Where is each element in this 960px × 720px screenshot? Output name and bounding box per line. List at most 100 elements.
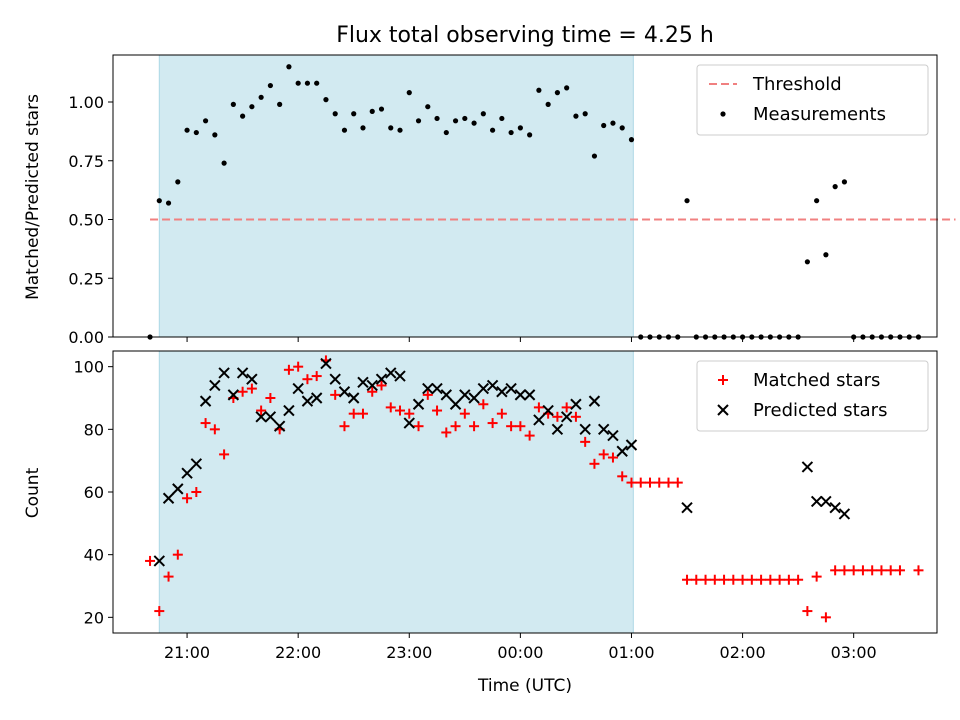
data-point-x — [227, 389, 240, 401]
data-point-x — [523, 389, 536, 401]
data-point-x — [440, 389, 453, 401]
y-tick-label: 0.00 — [68, 328, 104, 347]
legend-swatch — [718, 375, 728, 385]
data-point-measurement — [314, 80, 320, 86]
y-tick-label: 20 — [84, 608, 104, 627]
data-point-plus — [432, 405, 443, 416]
data-point-plus — [265, 393, 276, 403]
data-point-plus — [302, 374, 313, 385]
data-point-plus — [533, 402, 544, 413]
data-point-x — [357, 376, 369, 389]
data-point-x — [505, 382, 517, 395]
data-point-x — [514, 389, 527, 401]
data-point-plus — [691, 574, 702, 585]
data-point-x — [292, 382, 304, 395]
data-point-x — [477, 382, 490, 395]
data-point-measurement — [628, 137, 635, 143]
data-point-plus — [885, 565, 896, 576]
data-point-measurement — [499, 115, 505, 122]
legend-label: Matched stars — [753, 370, 880, 391]
legend: Threshold Measurements — [696, 64, 929, 136]
data-point-plus — [617, 471, 628, 482]
data-point-plus — [793, 574, 804, 585]
legend-swatch — [720, 111, 726, 117]
data-point-measurement — [406, 90, 412, 96]
data-point-plus — [515, 421, 526, 432]
data-point-x — [431, 382, 443, 395]
data-point-measurement — [184, 127, 190, 133]
data-point-plus — [246, 383, 257, 394]
x-tick-label: 00:00 — [497, 643, 543, 662]
data-point-measurement — [323, 97, 329, 103]
data-point-measurement — [286, 64, 292, 70]
legend-label: Predicted stars — [753, 400, 887, 421]
data-point-plus — [256, 405, 267, 416]
data-point-measurement — [360, 125, 366, 131]
data-point-plus — [654, 477, 665, 488]
data-point-measurement — [489, 127, 496, 133]
data-point-measurement — [462, 115, 468, 122]
data-point-plus — [385, 402, 396, 413]
data-point-x — [162, 492, 175, 504]
y-tick-label: 80 — [84, 420, 104, 439]
data-point-measurement — [295, 80, 301, 86]
data-point-plus — [293, 361, 304, 372]
x-tick-label: 02:00 — [720, 643, 766, 662]
data-point-measurement — [452, 118, 459, 124]
x-tick-label: 22:00 — [275, 643, 321, 662]
data-point-plus — [330, 389, 341, 400]
data-point-plus — [728, 574, 739, 585]
legend-label: Measurements — [753, 104, 886, 125]
data-point-x — [236, 367, 249, 379]
data-point-plus — [367, 386, 378, 397]
data-point-plus — [182, 493, 193, 504]
data-point-measurement — [804, 259, 810, 265]
data-point-measurement — [277, 101, 283, 107]
data-point-x — [570, 398, 582, 410]
data-point-x — [209, 379, 221, 392]
data-point-x — [486, 379, 499, 392]
data-point-x — [449, 398, 462, 410]
bottom-y-axis-label: Count — [23, 467, 43, 518]
data-point-measurement — [175, 179, 181, 185]
data-point-measurement — [832, 184, 838, 190]
data-point-measurement — [582, 111, 588, 117]
data-point-x — [394, 370, 406, 382]
data-point-plus — [348, 408, 359, 419]
y-tick-label: 40 — [84, 546, 104, 565]
data-point-measurement — [240, 113, 246, 119]
data-point-measurement — [304, 80, 311, 86]
data-point-plus — [598, 449, 609, 460]
data-point-x — [533, 414, 545, 426]
data-point-plus — [848, 565, 859, 576]
data-point-x — [301, 395, 314, 407]
data-point-x — [172, 483, 184, 495]
data-point-measurement — [258, 94, 264, 100]
data-point-plus — [219, 449, 230, 460]
data-point-measurement — [517, 125, 523, 131]
data-point-x — [283, 404, 295, 417]
data-point-measurement — [212, 132, 218, 138]
data-point-plus — [839, 565, 850, 576]
data-point-plus — [719, 574, 730, 585]
data-point-plus — [524, 430, 535, 441]
data-point-plus — [820, 612, 831, 623]
data-point-measurement — [193, 129, 199, 136]
data-point-plus — [459, 408, 470, 419]
data-point-plus — [802, 606, 813, 617]
data-point-x — [264, 411, 277, 423]
data-point-plus — [756, 574, 767, 585]
data-point-measurement — [471, 120, 477, 126]
data-point-plus — [496, 408, 507, 419]
data-point-measurement — [573, 113, 579, 119]
data-point-x — [255, 411, 267, 423]
data-point-plus — [580, 436, 591, 447]
axes-frame — [112, 54, 938, 338]
data-point-measurement — [601, 122, 607, 129]
data-point-measurement — [332, 111, 338, 117]
data-point-x — [422, 382, 434, 395]
data-point-x — [153, 555, 165, 567]
data-point-x — [375, 373, 388, 385]
data-point-plus — [311, 371, 322, 382]
data-point-measurement — [591, 153, 598, 159]
